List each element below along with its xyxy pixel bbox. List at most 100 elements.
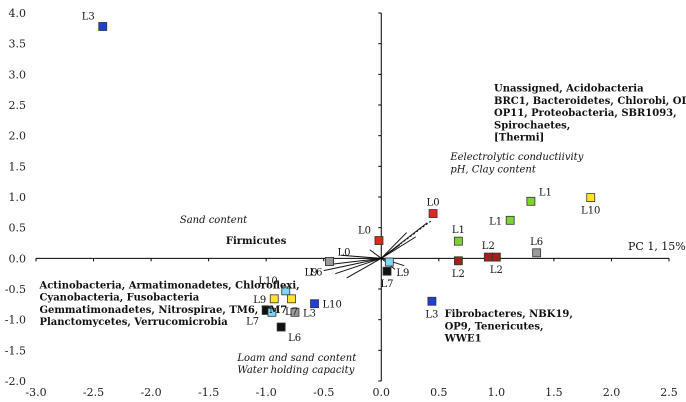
point-label: L7 xyxy=(381,279,394,290)
taxa-label: Spirochaetes, xyxy=(494,120,570,131)
sample-point-l1 xyxy=(505,215,515,225)
x-tick-label: -1.5 xyxy=(198,386,219,399)
sample-point-l1 xyxy=(453,236,463,246)
y-tick-label: 2.0 xyxy=(9,130,27,143)
y-tick-label: -1.5 xyxy=(5,344,26,357)
sample-point-l6 xyxy=(276,322,286,332)
loading-vector xyxy=(380,244,400,259)
x-tick-label: -3.0 xyxy=(25,386,46,399)
sample-points xyxy=(98,22,596,332)
loading-vector xyxy=(335,257,382,275)
x-tick-label: 0.0 xyxy=(373,386,391,399)
y-tick-label: 1.0 xyxy=(9,191,27,204)
point-label: L0 xyxy=(358,226,371,237)
y-tick-label: 0.0 xyxy=(9,252,27,265)
sample-point-l2 xyxy=(483,252,493,262)
x-tick-label: -2.5 xyxy=(83,386,104,399)
taxa-label: OP11, Proteobacteria, SBR1093, xyxy=(494,108,677,119)
y-tick-label: 0.5 xyxy=(9,222,27,235)
x-tick-label: -1.0 xyxy=(256,386,277,399)
x-tick-label: -0.5 xyxy=(313,386,334,399)
environmental-variable-label: pH, Clay content xyxy=(450,164,537,175)
point-label: L2 xyxy=(452,269,465,280)
taxa-label: Actinobacteria, Armatimonadetes, Chlorof… xyxy=(38,280,299,291)
point-label: L10 xyxy=(581,206,600,217)
sample-point-l3 xyxy=(427,296,437,306)
y-tick-label: 3.0 xyxy=(9,68,27,81)
point-label: L0 xyxy=(427,198,440,209)
y-tick-label: -2.0 xyxy=(5,375,26,388)
axes: -3.0 -2.5 -2.0 -1.5 -1.0 -0.5 0.0 0.5 1.0 1.5 2.0 2… xyxy=(5,7,678,399)
point-label: L3 xyxy=(425,309,438,320)
y-tick-label: 4.0 xyxy=(9,7,27,20)
sample-point-l3 xyxy=(290,307,300,317)
taxa-label: Planctomycetes, Verrucomicrobia xyxy=(39,317,228,328)
x-tick-label: -2.0 xyxy=(140,386,161,399)
sample-point-l0 xyxy=(428,209,438,218)
sample-point-l7 xyxy=(382,266,392,276)
loading-vector xyxy=(340,254,382,259)
sample-point-l0 xyxy=(374,236,384,245)
sample-point-l9 xyxy=(269,294,279,304)
taxa-label: Firmicutes xyxy=(226,236,287,247)
loading-vector xyxy=(369,249,382,259)
point-label: L10 xyxy=(323,300,342,311)
loading-vector xyxy=(346,257,382,279)
x-tick-label: 1.0 xyxy=(488,386,506,399)
x-tick-label: 0.5 xyxy=(430,386,448,399)
sample-point-l2 xyxy=(491,252,501,262)
sample-point-l10 xyxy=(310,299,319,309)
y-tick-label: -0.5 xyxy=(5,283,26,296)
environmental-variable-label: Eelectrolytic conductiivity xyxy=(449,152,583,163)
point-label: L7 xyxy=(285,307,298,318)
point-label: L6 xyxy=(530,237,543,248)
x-axis-title: PC 1, 15% xyxy=(628,240,686,253)
x-tick-label: 2.5 xyxy=(660,386,678,399)
point-label: L9 xyxy=(253,295,266,306)
taxa-label: [Thermi] xyxy=(494,133,544,144)
point-label: L1 xyxy=(452,225,465,236)
sample-point-l2 xyxy=(453,256,463,266)
point-label: L1 xyxy=(489,216,502,227)
point-label: L7 xyxy=(246,316,259,327)
loading-vector xyxy=(323,257,382,272)
point-label: L3 xyxy=(82,11,95,22)
loading-vector xyxy=(329,257,382,265)
environmental-variable-label: Water holding capacity xyxy=(237,365,354,376)
sample-point-l6 xyxy=(325,256,334,266)
x-tick-label: 2.0 xyxy=(603,386,621,399)
loading-vector xyxy=(381,236,417,259)
point-label: L0 xyxy=(337,247,350,258)
point-label: L9 xyxy=(305,267,318,278)
x-tick-label: 1.5 xyxy=(545,386,563,399)
taxa-label: Gemmatimonadetes, Nitrospirae, TM6, TM7 xyxy=(39,305,287,316)
y-tick-label: -1.0 xyxy=(5,314,26,327)
taxa-label: BRC1, Bacteroidetes, Chlorobi, OD1, xyxy=(494,96,686,107)
point-label: L6 xyxy=(309,267,322,278)
point-label: L10 xyxy=(258,276,277,287)
sample-point-l10 xyxy=(281,286,291,296)
point-label: L9 xyxy=(396,268,409,279)
taxa-label: WWE1 xyxy=(444,334,482,345)
point-label: L2 xyxy=(482,241,495,252)
loading-vectors xyxy=(323,219,433,279)
point-label: L6 xyxy=(288,333,301,344)
environmental-variable-label: Loam and sand content xyxy=(236,353,357,364)
point-label: L2 xyxy=(490,265,503,276)
loading-vector xyxy=(380,232,407,259)
y-tick-label: 2.5 xyxy=(9,99,27,112)
sample-point-l9 xyxy=(384,257,394,267)
sample-point-l6 xyxy=(532,248,542,258)
sample-point-l7 xyxy=(287,294,296,304)
environmental-variable-label: Sand content xyxy=(180,215,248,226)
taxa-label: OP9, Tenericutes, xyxy=(445,321,544,332)
sample-point-l1 xyxy=(526,196,536,206)
taxa-label: Fibrobacteres, NBK19, xyxy=(445,309,573,320)
taxa-label: Cyanobacteria, Fusobacteria xyxy=(39,293,199,304)
point-label: L1 xyxy=(539,187,552,198)
sample-point-l3 xyxy=(98,22,108,31)
sample-point-l10 xyxy=(586,193,596,203)
